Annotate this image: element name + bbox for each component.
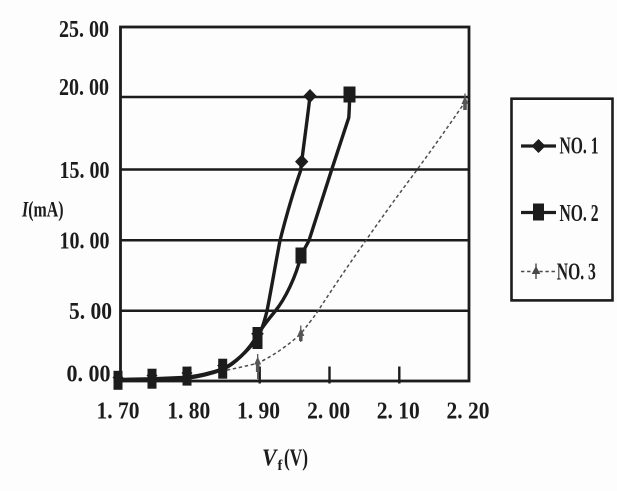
svg-text:0. 00: 0. 00 [67,361,111,388]
svg-text:f: f [278,458,283,474]
svg-text:(V): (V) [284,446,308,472]
svg-text:5. 00: 5. 00 [69,298,112,325]
svg-text:2. 20: 2. 20 [447,398,490,425]
svg-text:I(mA): I(mA) [21,197,63,222]
svg-text:25. 00: 25. 00 [59,16,109,43]
svg-text:NO. 1: NO. 1 [560,133,599,160]
svg-text:1. 90: 1. 90 [237,398,280,425]
svg-text:10. 00: 10. 00 [60,228,110,255]
svg-text:NO. 2: NO. 2 [560,200,599,227]
svg-text:1. 70: 1. 70 [97,398,140,425]
svg-text:2. 10: 2. 10 [377,398,420,425]
svg-text:2. 00: 2. 00 [307,398,350,425]
svg-text:V: V [262,446,278,472]
svg-text:20. 00: 20. 00 [59,74,109,101]
svg-text:1. 80: 1. 80 [167,398,210,425]
svg-text:NO. 3: NO. 3 [557,259,596,286]
svg-text:15. 00: 15. 00 [60,157,110,184]
